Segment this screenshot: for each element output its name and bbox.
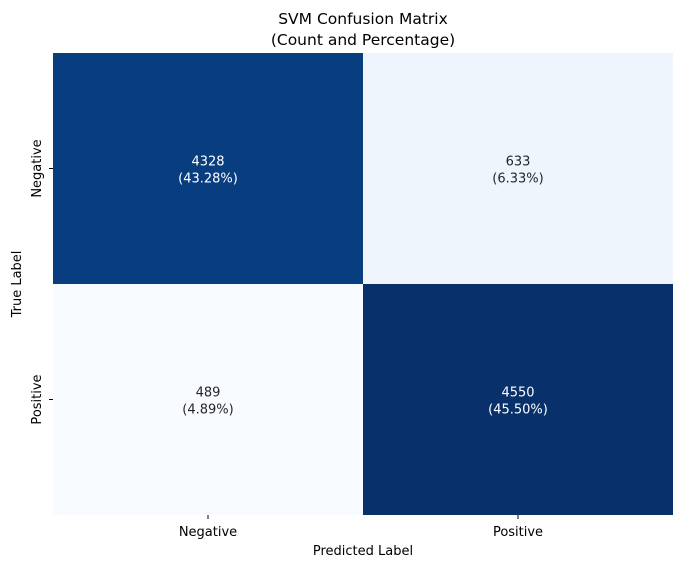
axis-ticks: Negative Positive Negative Positive bbox=[30, 139, 543, 540]
x-axis-label: Predicted Label bbox=[313, 544, 413, 559]
heatmap-cell-1-1 bbox=[363, 284, 673, 515]
x-tick-label-1: Positive bbox=[493, 525, 543, 540]
cell-count-label-0-0: 4328 bbox=[191, 155, 224, 170]
y-tick-label-0: Negative bbox=[30, 139, 45, 197]
chart-title: SVM Confusion Matrix bbox=[278, 10, 448, 28]
heatmap-cell-1-0 bbox=[53, 284, 363, 515]
cell-percent-label-0-0: (43.28%) bbox=[178, 172, 238, 187]
cell-count-label-1-1: 4550 bbox=[501, 386, 534, 401]
cell-percent-label-1-0: (4.89%) bbox=[182, 403, 233, 418]
cell-percent-label-0-1: (6.33%) bbox=[492, 172, 543, 187]
y-axis-label: True Label bbox=[10, 251, 25, 319]
cell-count-label-1-0: 489 bbox=[196, 386, 221, 401]
cell-count-label-0-1: 633 bbox=[506, 155, 531, 170]
heatmap-cells: 4328 (43.28%) 633 (6.33%) 489 (4.89%) 4550 (45.… bbox=[53, 53, 673, 515]
cell-percent-label-1-1: (45.50%) bbox=[488, 403, 548, 418]
heatmap-cell-0-1 bbox=[363, 53, 673, 284]
chart-subtitle: (Count and Percentage) bbox=[271, 31, 455, 49]
heatmap-cell-0-0 bbox=[53, 53, 363, 284]
y-tick-label-1: Positive bbox=[30, 374, 45, 424]
x-tick-label-0: Negative bbox=[179, 525, 237, 540]
